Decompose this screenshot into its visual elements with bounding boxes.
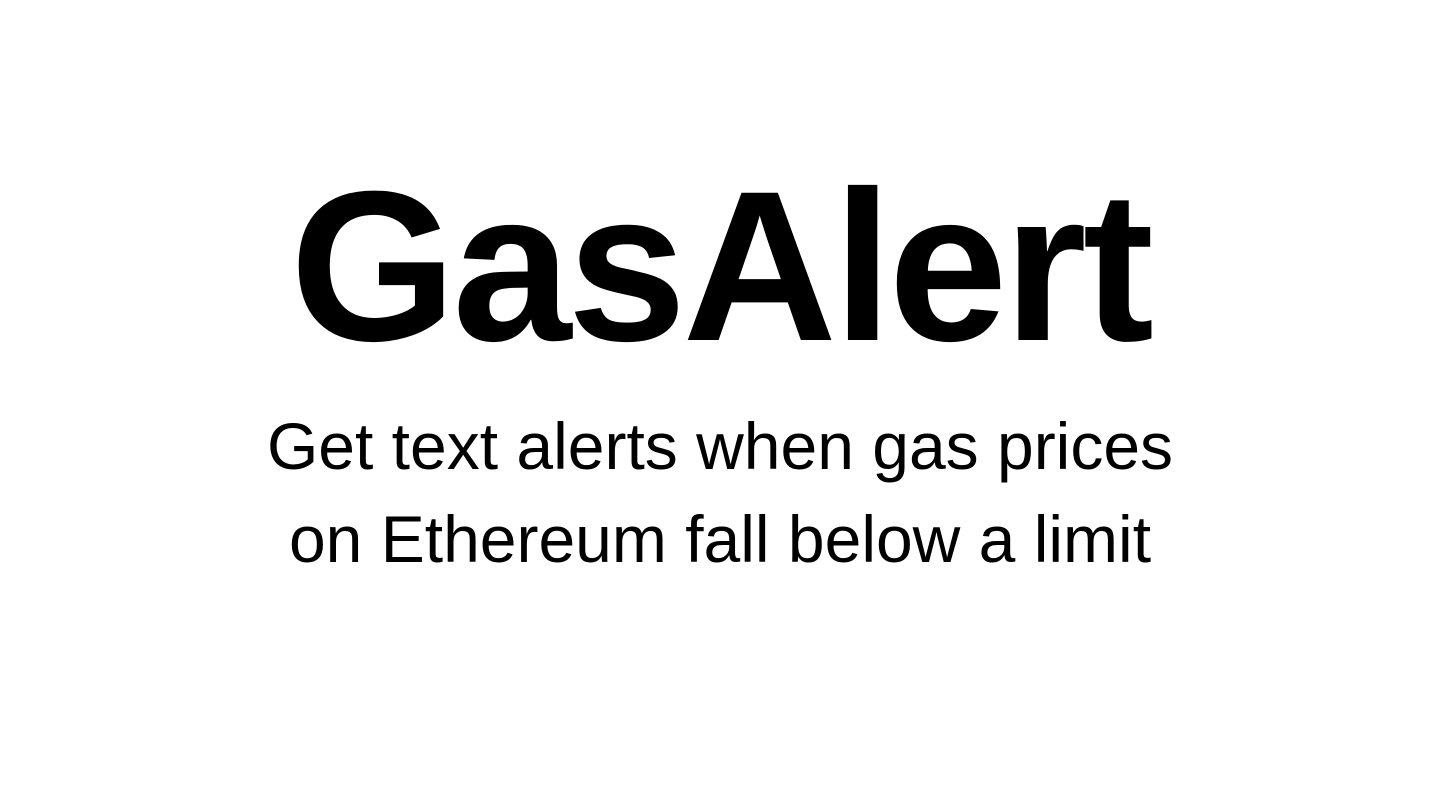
tagline-line-1: Get text alerts when gas prices [266, 409, 1174, 483]
app-title: GasAlert [289, 147, 1154, 386]
tagline-line-2: on Ethereum fall below a limit [288, 502, 1152, 576]
tagline: Get text alerts when gas prices on Ether… [0, 400, 1440, 586]
